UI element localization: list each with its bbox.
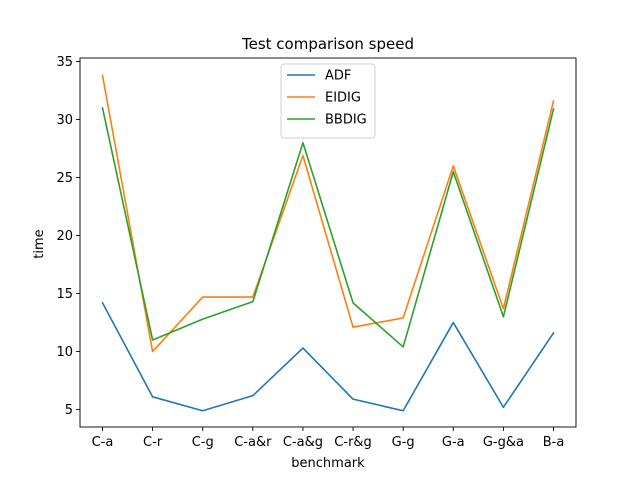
x-tick-label: C-a&r (234, 435, 272, 450)
y-tick-label: 35 (56, 55, 73, 70)
y-tick-label: 25 (56, 171, 73, 186)
x-tick-label: C-r (143, 435, 163, 450)
y-tick-label: 30 (56, 113, 73, 128)
legend: ADF EIDIG BBDIG (280, 63, 376, 139)
y-tick-label: 15 (56, 287, 73, 302)
x-tick-label: G-g&a (483, 435, 524, 450)
series-line-bbdig (101, 106, 555, 348)
legend-label-eidig: EIDIG (325, 91, 361, 106)
series-line-eidig (101, 74, 555, 353)
y-axis-label: time (32, 229, 47, 258)
x-tick-label: B-a (543, 435, 565, 450)
x-tick-label: G-g (392, 435, 415, 450)
y-tick-label: 5 (65, 403, 73, 418)
x-tick-label: C-r&g (334, 435, 372, 450)
series-line-adf (101, 301, 555, 412)
legend-label-bbdig: BBDIG (325, 113, 367, 128)
x-tick-label: G-a (442, 435, 465, 450)
chart-title: Test comparison speed (241, 35, 414, 53)
y-tick-label: 10 (56, 345, 73, 360)
legend-label-adf: ADF (325, 69, 351, 84)
x-tick-label: C-a&g (283, 435, 323, 450)
plot-area: C-a C-r C-g C-a&r C-a&g C-r&g G-g G-a G-g&a B-a 5 1… (56, 55, 577, 450)
x-axis-label: benchmark (291, 456, 365, 471)
x-tick-label: C-a (92, 435, 114, 450)
y-tick-label: 20 (56, 229, 73, 244)
axes-frame (79, 57, 577, 428)
x-tick-label: C-g (192, 435, 214, 450)
